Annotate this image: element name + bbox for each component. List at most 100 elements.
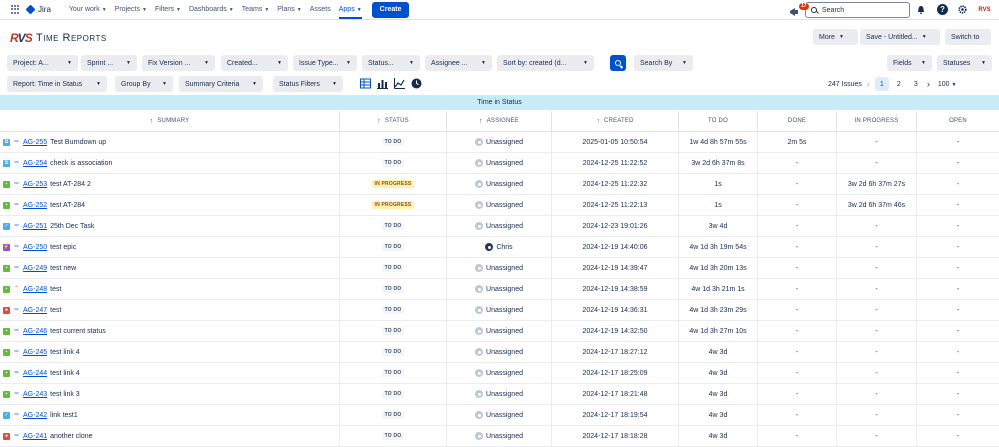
profile-avatar[interactable]: RVS bbox=[978, 6, 991, 13]
cell-assignee: Unassigned bbox=[447, 216, 552, 236]
search-button[interactable] bbox=[610, 55, 626, 71]
sort-arrow-icon: ↑ bbox=[149, 117, 154, 125]
table-row[interactable]: ▪ ═ AG-244 test link 4 TO DO Unassigned 2024-1… bbox=[0, 363, 999, 384]
announcement-megaphone-icon[interactable] bbox=[789, 7, 801, 18]
clock-view-icon[interactable] bbox=[411, 78, 422, 89]
issue-key-link[interactable]: AG-242 bbox=[23, 411, 48, 419]
app-switcher-icon[interactable] bbox=[11, 4, 21, 15]
summary-criteria-dropdown[interactable]: Summary Criteria ▼ bbox=[179, 76, 263, 92]
table-row[interactable]: ▪ ═ AG-253 test AT-284 2 IN PROGRESS Unassign… bbox=[0, 174, 999, 195]
save-report-button[interactable]: Save - Untitled... ▼ bbox=[860, 29, 940, 45]
column-todo[interactable]: To Do bbox=[679, 111, 758, 131]
assignee-name: Chris bbox=[496, 243, 513, 251]
nav-item-assets[interactable]: Assets bbox=[310, 6, 331, 13]
page-3-button[interactable]: 3 bbox=[913, 80, 918, 88]
table-row[interactable]: ▪ ═ AG-243 test link 3 TO DO Unassigned 2024-1… bbox=[0, 384, 999, 405]
table-body: ⧉ ═ AG-255 Test Burndown up TO DO Unassigned 2… bbox=[0, 132, 999, 447]
cell-created: 2024-12-25 11:22:13 bbox=[552, 195, 679, 215]
issue-key-link[interactable]: AG-250 bbox=[23, 243, 48, 251]
nav-item-dashboards[interactable]: Dashboards ▼ bbox=[189, 6, 234, 13]
cell-todo-value: 4w 1d 3h 23m 29s bbox=[689, 306, 747, 314]
issue-key-link[interactable]: AG-255 bbox=[23, 138, 48, 146]
nav-item-your-work[interactable]: Your work ▼ bbox=[69, 6, 107, 13]
issue-key-link[interactable]: AG-248 bbox=[23, 285, 48, 293]
settings-gear-icon[interactable] bbox=[956, 3, 969, 16]
column-status[interactable]: ↑ Status bbox=[340, 111, 447, 131]
nav-item-apps[interactable]: Apps ▼ bbox=[338, 6, 362, 19]
jira-logo[interactable]: Jira bbox=[25, 4, 51, 15]
table-row[interactable]: ⧉ ═ AG-255 Test Burndown up TO DO Unassigned 2… bbox=[0, 132, 999, 153]
chevron-down-icon: ▼ bbox=[356, 6, 362, 13]
issue-key-link[interactable]: AG-244 bbox=[23, 369, 48, 377]
issue-key-link[interactable]: AG-245 bbox=[23, 348, 48, 356]
table-row[interactable]: ▪ ═ AG-249 test new TO DO Unassigned 2024-12-1… bbox=[0, 258, 999, 279]
issue-key-link[interactable]: AG-252 bbox=[23, 201, 48, 209]
table-row[interactable]: ▪ ⌃ AG-248 test TO DO Unassigned 2024-12-19 14… bbox=[0, 279, 999, 300]
report-type-dropdown[interactable]: Report: Time in Status ▼ bbox=[7, 76, 107, 92]
issue-key-link[interactable]: AG-241 bbox=[23, 432, 48, 440]
issue-key-link[interactable]: AG-247 bbox=[23, 306, 48, 314]
page-2-button[interactable]: 2 bbox=[896, 80, 901, 88]
table-row[interactable]: ✓ ═ AG-242 link test1 TO DO Unassigned 2024-12… bbox=[0, 405, 999, 426]
cell-created: 2024-12-23 19:01:26 bbox=[552, 216, 679, 236]
table-row[interactable]: ⚡ ═ AG-250 test epic TO DO Chris 2024-12-19 14… bbox=[0, 237, 999, 258]
help-icon[interactable]: ? bbox=[937, 4, 948, 15]
create-button[interactable]: Create bbox=[371, 1, 410, 18]
nav-item-plans[interactable]: Plans ▼ bbox=[277, 6, 301, 13]
column-created[interactable]: ↑ Created bbox=[552, 111, 679, 131]
more-button[interactable]: More ▼ bbox=[813, 29, 858, 45]
section-title: Time in Status bbox=[477, 99, 522, 106]
issue-key-link[interactable]: AG-254 bbox=[23, 159, 48, 167]
table-row[interactable]: ▪ ═ AG-252 test AT-284 IN PROGRESS Unassigned… bbox=[0, 195, 999, 216]
page-size-select[interactable]: 100 ▼ bbox=[938, 81, 957, 88]
search-by-dropdown[interactable]: Search By ▼ bbox=[634, 55, 693, 71]
chevron-left-icon[interactable]: ‹ bbox=[866, 79, 870, 89]
filter-dropdown-7[interactable]: Sort by: created (d... ▼ bbox=[497, 55, 594, 71]
issue-key-link[interactable]: AG-249 bbox=[23, 264, 48, 272]
status-filters-dropdown[interactable]: Status Filters ▼ bbox=[273, 76, 343, 92]
filter-dropdown-5[interactable]: Status... ▼ bbox=[362, 55, 420, 71]
story-type-icon: ▪ bbox=[3, 348, 10, 356]
bar-chart-view-icon[interactable] bbox=[377, 78, 388, 89]
page-1-button[interactable]: 1 bbox=[874, 77, 889, 91]
filter-dropdown-3[interactable]: Created... ▼ bbox=[221, 55, 288, 71]
table-row[interactable]: ▪ ═ AG-245 test link 4 TO DO Unassigned 2024-1… bbox=[0, 342, 999, 363]
nav-item-teams[interactable]: Teams ▼ bbox=[242, 6, 270, 13]
created-date: 2024-12-19 14:38:59 bbox=[582, 285, 648, 293]
group-by-dropdown[interactable]: Group By ▼ bbox=[115, 76, 173, 92]
table-view-icon[interactable] bbox=[360, 78, 371, 89]
global-search-input[interactable]: Search bbox=[805, 2, 910, 18]
chevron-right-icon[interactable]: › bbox=[926, 79, 930, 89]
column-open[interactable]: Open bbox=[917, 111, 999, 131]
line-chart-view-icon[interactable] bbox=[394, 78, 405, 89]
nav-item-projects[interactable]: Projects ▼ bbox=[115, 6, 147, 13]
filter-dropdown-0[interactable]: Project: A... ▼ bbox=[7, 55, 78, 71]
table-row[interactable]: ▪ ═ AG-246 test current status TO DO Unassign… bbox=[0, 321, 999, 342]
column-done[interactable]: Done bbox=[758, 111, 837, 131]
table-row[interactable]: ● ═ AG-241 another clone TO DO Unassigned 2024… bbox=[0, 426, 999, 447]
filter-dropdown-6[interactable]: Assignee ... ▼ bbox=[425, 55, 492, 71]
issue-key-link[interactable]: AG-253 bbox=[23, 180, 48, 188]
table-row[interactable]: ● ═ AG-247 test TO DO Unassigned 2024-12-19 14… bbox=[0, 300, 999, 321]
filter-dropdown-2[interactable]: Fix Version ... ▼ bbox=[142, 55, 215, 71]
notifications-icon[interactable] bbox=[914, 3, 927, 16]
column-in-progress[interactable]: In Progress bbox=[837, 111, 917, 131]
chevron-down-icon: ▼ bbox=[277, 60, 282, 66]
cell-open-value: - bbox=[956, 243, 960, 251]
statuses-dropdown[interactable]: Statuses ▼ bbox=[937, 55, 992, 71]
issue-key-link[interactable]: AG-243 bbox=[23, 390, 48, 398]
assignee-name: Unassigned bbox=[486, 432, 523, 440]
issue-key-link[interactable]: AG-251 bbox=[23, 222, 48, 230]
filter-dropdown-1[interactable]: Sprint ... ▼ bbox=[81, 55, 137, 71]
cell-in-progress: - bbox=[837, 342, 917, 362]
filter-dropdown-4[interactable]: Issue Type... ▼ bbox=[293, 55, 357, 71]
nav-item-filters[interactable]: Filters ▼ bbox=[155, 6, 181, 13]
column-summary[interactable]: ↑ Summary bbox=[0, 111, 340, 131]
fields-dropdown[interactable]: Fields ▼ bbox=[887, 55, 932, 71]
table-row[interactable]: ✓ ═ AG-251 25th Dec Task TO DO Unassigned 2024… bbox=[0, 216, 999, 237]
table-row[interactable]: ⧉ ═ AG-254 check is association TO DO Unassig… bbox=[0, 153, 999, 174]
column-assignee[interactable]: ↑ Assignee bbox=[447, 111, 552, 131]
switch-to-button[interactable]: Switch to bbox=[945, 29, 991, 45]
issue-key-link[interactable]: AG-246 bbox=[23, 327, 48, 335]
cell-in-progress-value: - bbox=[875, 138, 878, 146]
